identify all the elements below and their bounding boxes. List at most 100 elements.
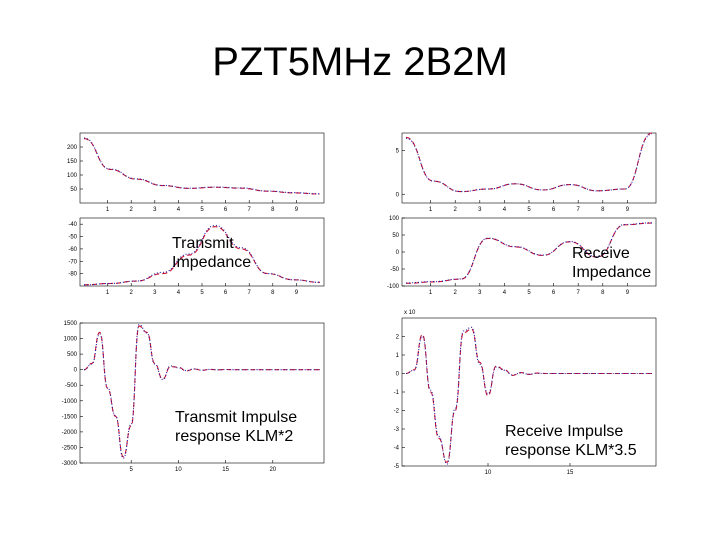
- receive-impedance-phase-xtick-label-0: 1: [429, 290, 433, 296]
- transmit-impulse-response-xtick-label-0: 5: [130, 467, 134, 473]
- slide-title: PZT5MHz 2B2M: [212, 40, 508, 84]
- receive-impulse-caption-line1: Receive Impulse: [505, 423, 624, 440]
- receive-impedance-phase-ytick-label-1: -50: [390, 267, 399, 273]
- transmit-impedance-magnitude-xtick-label-3: 4: [177, 207, 181, 213]
- transmit-impedance-magnitude-xtick-label-8: 9: [295, 207, 299, 213]
- transmit-impulse-response-ytick-label-0: -3000: [62, 461, 78, 467]
- transmit-impedance-phase-xtick-label-5: 6: [224, 290, 228, 296]
- transmit-impulse-response-xtick-label-1: 10: [175, 467, 182, 473]
- transmit-impedance-magnitude-xtick-label-6: 7: [248, 207, 252, 213]
- receive-impulse-response-ytick-label-0: -5: [394, 464, 400, 470]
- receive-impedance-magnitude-xtick-label-4: 5: [527, 207, 531, 213]
- receive-impedance-phase-series-1: [405, 222, 653, 284]
- transmit-impedance-magnitude-frame: [79, 132, 325, 204]
- receive-impedance-phase-xtick-label-7: 8: [601, 290, 605, 296]
- receive-impedance-magnitude-frame: [401, 132, 657, 204]
- receive-impedance-phase-xtick-label-8: 9: [626, 290, 630, 296]
- receive-impedance-phase-xtick-label-4: 5: [527, 290, 531, 296]
- receive-impedance-phase-xtick-label-2: 3: [478, 290, 482, 296]
- transmit-impedance-phase-ytick-label-2: -60: [68, 247, 77, 253]
- receive-impedance-magnitude-xtick-label-8: 9: [626, 207, 630, 213]
- transmit-impedance-caption-line2: Impedance: [172, 254, 252, 271]
- receive-impedance-magnitude-ytick-label-1: 5: [396, 149, 400, 155]
- receive-impulse-caption-line2: response KLM*3.5: [505, 442, 637, 459]
- transmit-impedance-phase-xtick-label-6: 7: [248, 290, 252, 296]
- receive-impedance-phase-ytick-label-2: 0: [396, 250, 400, 256]
- transmit-impedance-magnitude-series-1: [83, 137, 321, 195]
- transmit-impedance-phase-series-1: [83, 224, 321, 286]
- receive-impedance-magnitude-series-0: [405, 132, 653, 193]
- transmit-impulse-response-ytick-label-4: -1000: [62, 399, 78, 405]
- transmit-impedance-phase-xtick-label-3: 4: [177, 290, 181, 296]
- transmit-impulse-response-ytick-label-6: 0: [74, 368, 78, 374]
- receive-impedance-phase-ytick-label-3: 50: [392, 233, 399, 239]
- transmit-impedance-phase-xtick-label-1: 2: [130, 290, 134, 296]
- receive-impulse-response-exponent-label: x 10: [404, 310, 416, 316]
- receive-impedance-magnitude-xtick-label-2: 3: [478, 207, 482, 213]
- receive-impulse-response-xtick-label-1: 15: [567, 470, 574, 476]
- transmit-impedance-phase-xtick-label-4: 5: [200, 290, 204, 296]
- receive-impedance-phase-xtick-label-3: 4: [503, 290, 507, 296]
- receive-impulse-caption: Receive Impulse response KLM*3.5: [505, 422, 637, 460]
- receive-impedance-magnitude-xtick-label-1: 2: [454, 207, 458, 213]
- transmit-impedance-magnitude-xtick-label-7: 8: [271, 207, 275, 213]
- transmit-impedance-magnitude-xtick-label-5: 6: [224, 207, 228, 213]
- transmit-impulse-response-xtick-label-3: 20: [269, 467, 276, 473]
- receive-impedance-magnitude-xtick-label-5: 6: [552, 207, 556, 213]
- transmit-impulse-response-series-0: [83, 325, 320, 458]
- receive-impedance-magnitude-xtick-label-0: 1: [429, 207, 433, 213]
- transmit-impedance-magnitude-ytick-label-0: 50: [70, 187, 77, 193]
- transmit-impedance-magnitude-xtick-label-4: 5: [200, 207, 204, 213]
- receive-impedance-phase-ytick-label-4: 100: [389, 216, 400, 222]
- receive-impedance-magnitude-xtick-label-3: 4: [503, 207, 507, 213]
- transmit-impulse-response-ytick-label-2: -2000: [62, 430, 78, 436]
- receive-impedance-magnitude-series-1: [405, 133, 653, 193]
- transmit-impedance-phase-ytick-label-0: -80: [68, 272, 77, 278]
- receive-impulse-response-ytick-label-6: 1: [396, 353, 400, 359]
- receive-impedance-magnitude-xtick-label-7: 8: [601, 207, 605, 213]
- transmit-impulse-response-ytick-label-5: -500: [65, 383, 78, 389]
- receive-impedance-caption-line1: Receive: [572, 245, 630, 262]
- receive-impulse-response-ytick-label-4: -1: [394, 390, 400, 396]
- transmit-impedance-caption: Transmit Impedance: [172, 234, 251, 272]
- transmit-impedance-phase-xtick-label-0: 1: [106, 290, 110, 296]
- receive-impulse-response-ytick-label-7: 2: [396, 335, 400, 341]
- receive-impedance-caption-line2: Impedance: [572, 264, 652, 281]
- receive-impulse-response-ytick-label-3: -2: [394, 409, 400, 415]
- receive-impulse-response-ytick-label-2: -3: [394, 427, 400, 433]
- transmit-impulse-response-series-1: [83, 324, 320, 459]
- transmit-impedance-magnitude-xtick-label-2: 3: [153, 207, 157, 213]
- receive-impedance-phase-ytick-label-0: -100: [387, 284, 400, 290]
- receive-impulse-response-xtick-label-0: 10: [485, 470, 492, 476]
- transmit-impedance-caption-line1: Transmit: [172, 235, 234, 252]
- receive-impedance-phase-xtick-label-5: 6: [552, 290, 556, 296]
- transmit-impedance-magnitude-ytick-label-2: 150: [67, 159, 78, 165]
- transmit-impedance-phase-xtick-label-2: 3: [153, 290, 157, 296]
- transmit-impulse-response-ytick-label-3: -1500: [62, 414, 78, 420]
- transmit-impedance-magnitude-ytick-label-3: 200: [67, 145, 78, 151]
- transmit-impedance-magnitude-xtick-label-0: 1: [106, 207, 110, 213]
- transmit-impulse-caption-line2: response KLM*2: [175, 428, 294, 445]
- transmit-impedance-phase-ytick-label-1: -70: [68, 259, 77, 265]
- transmit-impedance-phase-xtick-label-8: 9: [295, 290, 299, 296]
- receive-impulse-response-series-1: [405, 326, 652, 465]
- transmit-impulse-caption-line1: Transmit Impulse: [175, 409, 298, 426]
- transmit-impedance-magnitude-xtick-label-1: 2: [130, 207, 134, 213]
- transmit-impedance-magnitude-series-0: [83, 138, 321, 195]
- transmit-impulse-response-ytick-label-8: 1000: [64, 337, 78, 343]
- transmit-impulse-response-xtick-label-2: 15: [222, 467, 229, 473]
- receive-impedance-phase-xtick-label-1: 2: [454, 290, 458, 296]
- receive-impedance-magnitude-xtick-label-6: 7: [577, 207, 581, 213]
- transmit-impulse-response-ytick-label-7: 500: [67, 352, 78, 358]
- transmit-impedance-phase-ytick-label-4: -40: [68, 222, 77, 228]
- receive-impulse-response-ytick-label-5: 0: [396, 372, 400, 378]
- receive-impedance-caption: Receive Impedance: [572, 244, 651, 282]
- transmit-impedance-phase-ytick-label-3: -50: [68, 235, 77, 241]
- receive-impulse-response-ytick-label-1: -4: [394, 446, 400, 452]
- transmit-impulse-response-ytick-label-9: 1500: [64, 321, 78, 327]
- transmit-impedance-magnitude-ytick-label-1: 100: [67, 173, 78, 179]
- receive-impedance-phase-xtick-label-6: 7: [577, 290, 581, 296]
- receive-impedance-magnitude-ytick-label-0: 0: [396, 192, 400, 198]
- transmit-impulse-caption: Transmit Impulse response KLM*2: [175, 408, 297, 446]
